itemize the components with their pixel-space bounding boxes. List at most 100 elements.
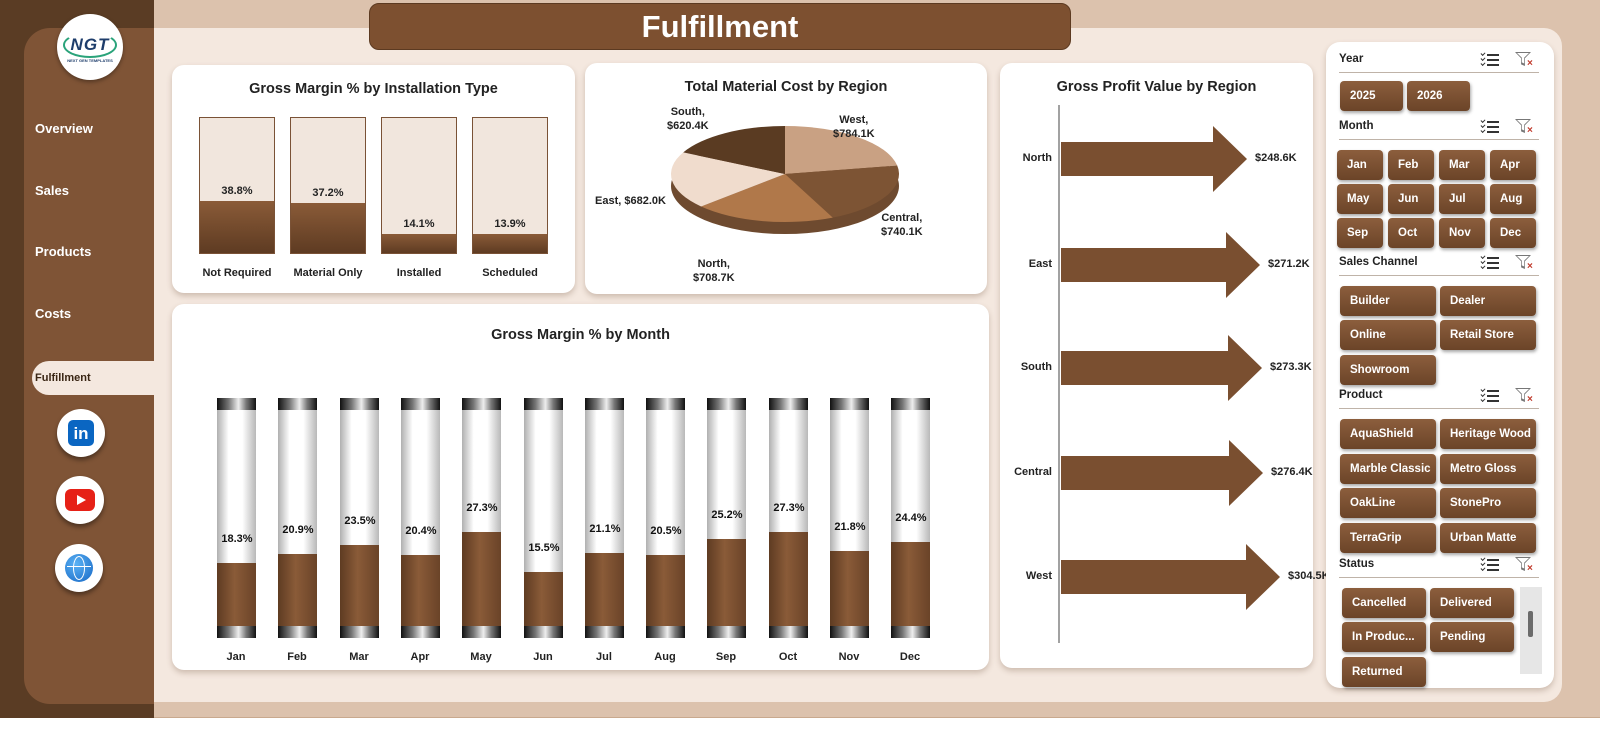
slicer-month-button[interactable]: Mar	[1439, 150, 1485, 180]
clear-filter-icon[interactable]: ×	[1515, 556, 1535, 574]
website-button[interactable]	[55, 544, 103, 592]
slicer-month-button[interactable]: Apr	[1490, 150, 1536, 180]
nav-sales[interactable]: Sales	[35, 183, 69, 198]
slicer-year-button[interactable]: 2025	[1340, 81, 1403, 111]
month-tube	[585, 398, 624, 638]
profit-arrow-central	[1061, 440, 1263, 506]
month-category-label: Mar	[349, 651, 369, 663]
pie-slice-east	[671, 152, 785, 207]
multi-select-check	[1480, 61, 1486, 66]
installation-category-label: Material Only	[293, 267, 363, 279]
tube-cap-top	[707, 398, 746, 410]
multi-select-icon[interactable]	[1480, 51, 1499, 68]
slicer-month-button[interactable]: Oct	[1388, 218, 1434, 248]
tube-cap-top	[769, 398, 808, 410]
multi-select-icon[interactable]	[1480, 118, 1499, 135]
slicer-product-button[interactable]: Urban Matte	[1440, 523, 1536, 553]
profit-category-label: East	[1028, 258, 1052, 270]
month-category-label: Dec	[899, 651, 921, 663]
status-scrollbar[interactable]	[1520, 587, 1542, 674]
multi-select-line	[1487, 564, 1499, 566]
slicer-channel-button[interactable]: Online	[1340, 320, 1436, 350]
slicer-status-button[interactable]: Delivered	[1430, 588, 1514, 618]
month-tube	[401, 398, 440, 638]
multi-select-line	[1487, 395, 1499, 397]
filter-x-mark: ×	[1527, 58, 1533, 69]
tube-cap-bottom	[462, 626, 501, 638]
ngt-logo[interactable]: NGT NEXT GEN TEMPLATES	[57, 14, 123, 80]
installation-bar-fill	[291, 203, 365, 253]
slicer-month-button[interactable]: Jan	[1337, 150, 1383, 180]
slicer-month-button[interactable]: Aug	[1490, 184, 1536, 214]
slicer-product-button[interactable]: OakLine	[1340, 488, 1436, 518]
slicer-status-button[interactable]: In Produc...	[1342, 622, 1426, 652]
profit-value-label: $248.6K	[1255, 152, 1297, 164]
slicer-month-button[interactable]: Jul	[1439, 184, 1485, 214]
multi-select-icon[interactable]	[1480, 556, 1499, 573]
youtube-button[interactable]	[56, 476, 104, 524]
installation-type-card: Gross Margin % by Installation Type 38.8…	[172, 65, 575, 293]
multi-select-icon[interactable]	[1480, 387, 1499, 404]
slicer-month-button[interactable]: Dec	[1490, 218, 1536, 248]
month-value-label: 25.2%	[711, 509, 743, 521]
installation-bar: 38.8%	[199, 117, 275, 254]
nav-overview[interactable]: Overview	[35, 121, 93, 136]
tube-cap-bottom	[769, 626, 808, 638]
slicer-status-button[interactable]: Cancelled	[1342, 588, 1426, 618]
month-tube-fill	[769, 532, 808, 626]
pie-label-south: South, $620.4K	[667, 106, 709, 132]
slicer-header-status: Status ×	[1339, 554, 1539, 578]
multi-select-icon[interactable]	[1480, 254, 1499, 271]
slicer-status-button[interactable]: Pending	[1430, 622, 1514, 652]
slicer-month-button[interactable]: Nov	[1439, 218, 1485, 248]
month-category-label: Apr	[410, 651, 430, 663]
month-tube-fill	[278, 554, 317, 626]
month-tube	[769, 398, 808, 638]
multi-select-check	[1480, 566, 1486, 571]
slicer-year-button[interactable]: 2026	[1407, 81, 1470, 111]
slicer-month-button[interactable]: Jun	[1388, 184, 1434, 214]
slicer-month-button[interactable]: Sep	[1337, 218, 1383, 248]
clear-filter-icon[interactable]: ×	[1515, 387, 1535, 405]
slicer-channel-button[interactable]: Retail Store	[1440, 320, 1536, 350]
profit-value-label: $276.4K	[1271, 466, 1313, 478]
month-category-label: Nov	[838, 651, 860, 663]
linkedin-button[interactable]: in	[57, 409, 105, 457]
slicer-channel-button[interactable]: Dealer	[1440, 286, 1536, 316]
slicer-product-button[interactable]: Heritage Wood	[1440, 419, 1536, 449]
slicer-month-button[interactable]: May	[1337, 184, 1383, 214]
slicer-product-button[interactable]: StonePro	[1440, 488, 1536, 518]
slicer-channel-button[interactable]: Builder	[1340, 286, 1436, 316]
slicer-channel-button[interactable]: Showroom	[1340, 355, 1436, 385]
tube-cap-bottom	[585, 626, 624, 638]
nav-costs[interactable]: Costs	[35, 306, 72, 321]
tube-cap-bottom	[217, 626, 256, 638]
slicer-product-button[interactable]: Marble Classic	[1340, 454, 1436, 484]
slicer-product-button[interactable]: Metro Gloss	[1440, 454, 1536, 484]
tube-cap-bottom	[278, 626, 317, 638]
slicer-status-button[interactable]: Returned	[1342, 657, 1426, 687]
month-category-label: May	[470, 651, 492, 663]
month-category-label: Jan	[226, 651, 246, 663]
nav-products[interactable]: Products	[35, 244, 92, 259]
month-tube-fill	[462, 532, 501, 626]
pie-label-central: Central, $740.1K	[881, 212, 923, 238]
multi-select-line	[1487, 257, 1499, 259]
slicer-month-button[interactable]: Feb	[1388, 150, 1434, 180]
month-tube-fill	[830, 551, 869, 626]
material-cost-card: Total Material Cost by Region West, $784…	[585, 63, 987, 294]
month-tube-fill	[217, 563, 256, 626]
tube-cap-top	[524, 398, 563, 410]
nav-fulfillment[interactable]: Fulfillment	[32, 361, 154, 395]
clear-filter-icon[interactable]: ×	[1515, 51, 1535, 69]
logo-swoosh-icon	[63, 32, 117, 58]
status-scrollbar-thumb[interactable]	[1528, 611, 1533, 637]
slicer-product-button[interactable]: TerraGrip	[1340, 523, 1436, 553]
clear-filter-icon[interactable]: ×	[1515, 118, 1535, 136]
installation-bar-label: 37.2%	[312, 187, 344, 199]
clear-filter-icon[interactable]: ×	[1515, 254, 1535, 272]
month-category-label: Sep	[715, 651, 737, 663]
slicer-product-button[interactable]: AquaShield	[1340, 419, 1436, 449]
profit-arrow-north	[1061, 126, 1247, 192]
month-value-label: 20.5%	[650, 525, 682, 537]
